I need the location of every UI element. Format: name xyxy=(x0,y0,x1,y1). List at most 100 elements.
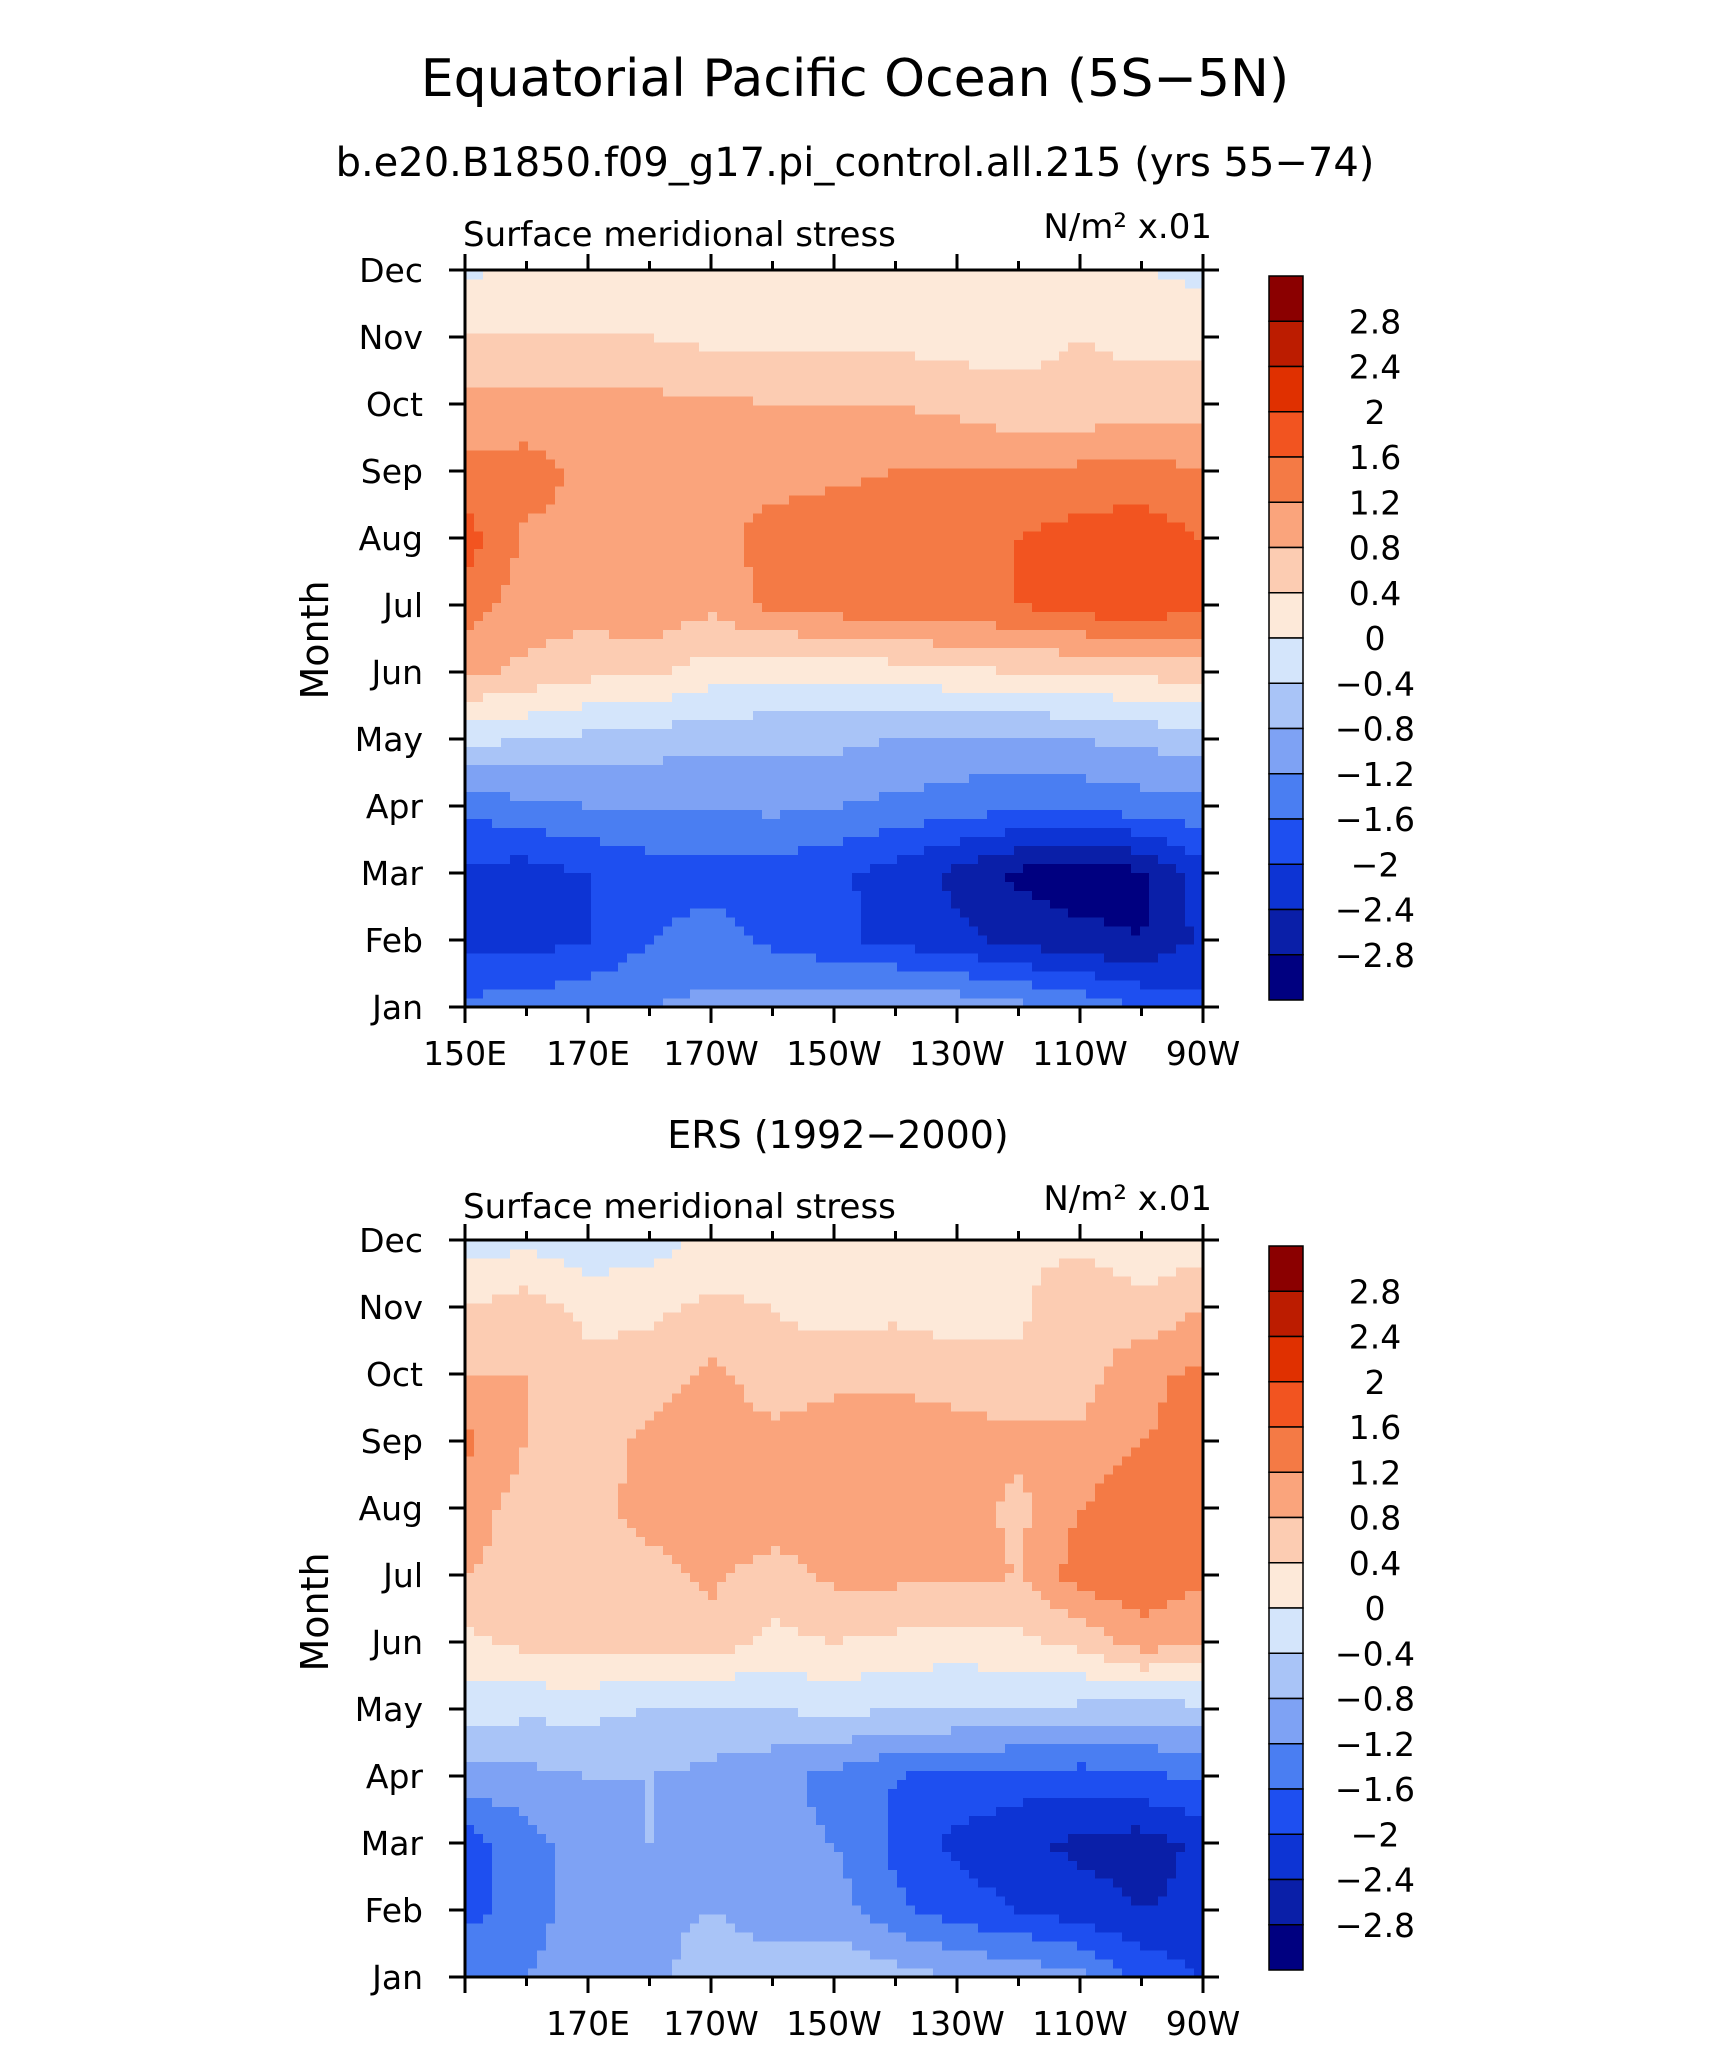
contour-cell xyxy=(978,593,988,604)
contour-cell xyxy=(564,980,574,990)
contour-cell xyxy=(537,800,547,810)
contour-cell xyxy=(501,494,511,505)
contour-cell xyxy=(555,989,565,999)
contour-cell xyxy=(1059,530,1069,541)
contour-cell xyxy=(537,539,547,550)
contour-cell xyxy=(1014,485,1024,496)
contour-cell xyxy=(978,710,988,720)
contour-cell xyxy=(708,827,718,837)
contour-cell xyxy=(528,755,538,765)
contour-cell xyxy=(627,647,637,658)
contour-cell xyxy=(1104,539,1114,550)
contour-cell xyxy=(465,602,475,613)
contour-cell xyxy=(1068,782,1078,792)
contour-cell xyxy=(501,953,511,963)
contour-cell xyxy=(510,593,520,604)
contour-cell xyxy=(753,665,763,676)
contour-cell xyxy=(1158,638,1168,649)
contour-cell xyxy=(960,917,970,927)
contour-cell xyxy=(834,566,844,577)
contour-cell xyxy=(672,917,682,927)
contour-cell xyxy=(807,476,817,487)
contour-cell xyxy=(798,485,808,496)
contour-cell xyxy=(789,485,799,496)
contour-cell xyxy=(1077,899,1087,909)
contour-cell xyxy=(528,971,538,981)
contour-cell xyxy=(906,566,916,577)
contour-cell xyxy=(1185,737,1195,747)
contour-cell xyxy=(1131,881,1141,891)
contour-cell xyxy=(1194,629,1204,640)
contour-cell xyxy=(960,908,970,918)
contour-cell xyxy=(960,836,970,846)
contour-cell xyxy=(1149,602,1159,613)
contour-cell xyxy=(591,566,601,577)
contour-cell xyxy=(798,458,808,469)
contour-cell xyxy=(555,458,565,469)
contour-cell xyxy=(996,998,1006,1008)
contour-cell xyxy=(906,764,916,774)
contour-cell xyxy=(1095,548,1105,559)
contour-cell xyxy=(735,728,745,738)
contour-cell xyxy=(708,494,718,505)
contour-cell xyxy=(663,566,673,577)
contour-cell xyxy=(501,962,511,972)
contour-cell xyxy=(564,665,574,676)
contour-cell xyxy=(708,791,718,801)
contour-cell xyxy=(1032,989,1042,999)
contour-cell xyxy=(537,827,547,837)
contour-cell xyxy=(1194,503,1204,514)
contour-cell xyxy=(879,881,889,891)
contour-cell xyxy=(753,800,763,810)
contour-cell xyxy=(1149,701,1159,711)
contour-cell xyxy=(978,611,988,622)
contour-cell xyxy=(681,809,691,819)
contour-cell xyxy=(1122,872,1132,882)
contour-cell xyxy=(924,746,934,756)
contour-cell xyxy=(546,521,556,532)
contour-cell xyxy=(960,971,970,981)
contour-cell xyxy=(1194,701,1204,711)
contour-cell xyxy=(969,944,979,954)
contour-cell xyxy=(789,467,799,478)
contour-cell xyxy=(573,980,583,990)
contour-cell xyxy=(1149,764,1159,774)
contour-cell xyxy=(591,890,601,900)
contour-cell xyxy=(618,863,628,873)
contour-cell xyxy=(528,611,538,622)
contour-cell xyxy=(582,998,592,1008)
contour-cell xyxy=(834,494,844,505)
contour-cell xyxy=(951,719,961,729)
contour-cell xyxy=(933,665,943,676)
contour-cell xyxy=(654,539,664,550)
contour-cell xyxy=(1194,881,1204,891)
contour-cell xyxy=(726,773,736,783)
contour-cell xyxy=(681,593,691,604)
contour-cell xyxy=(555,764,565,774)
contour-cell xyxy=(771,836,781,846)
contour-cell xyxy=(1185,566,1195,577)
contour-cell xyxy=(627,503,637,514)
contour-cell xyxy=(942,872,952,882)
contour-cell xyxy=(483,989,493,999)
contour-cell xyxy=(483,584,493,595)
contour-cell xyxy=(969,773,979,783)
contour-cell xyxy=(969,917,979,927)
contour-cell xyxy=(933,809,943,819)
contour-cell xyxy=(879,728,889,738)
contour-cell xyxy=(1194,872,1204,882)
contour-cell xyxy=(591,548,601,559)
contour-cell xyxy=(537,845,547,855)
contour-cell xyxy=(1194,971,1204,981)
contour-cell xyxy=(1149,845,1159,855)
contour-cell xyxy=(771,494,781,505)
contour-cell xyxy=(1041,557,1051,568)
contour-cell xyxy=(672,872,682,882)
contour-cell xyxy=(771,575,781,586)
contour-cell xyxy=(1095,674,1105,685)
contour-cell xyxy=(951,917,961,927)
contour-cell xyxy=(1041,899,1051,909)
contour-cell xyxy=(1059,989,1069,999)
contour-cell xyxy=(1122,881,1132,891)
contour-cell xyxy=(1077,710,1087,720)
